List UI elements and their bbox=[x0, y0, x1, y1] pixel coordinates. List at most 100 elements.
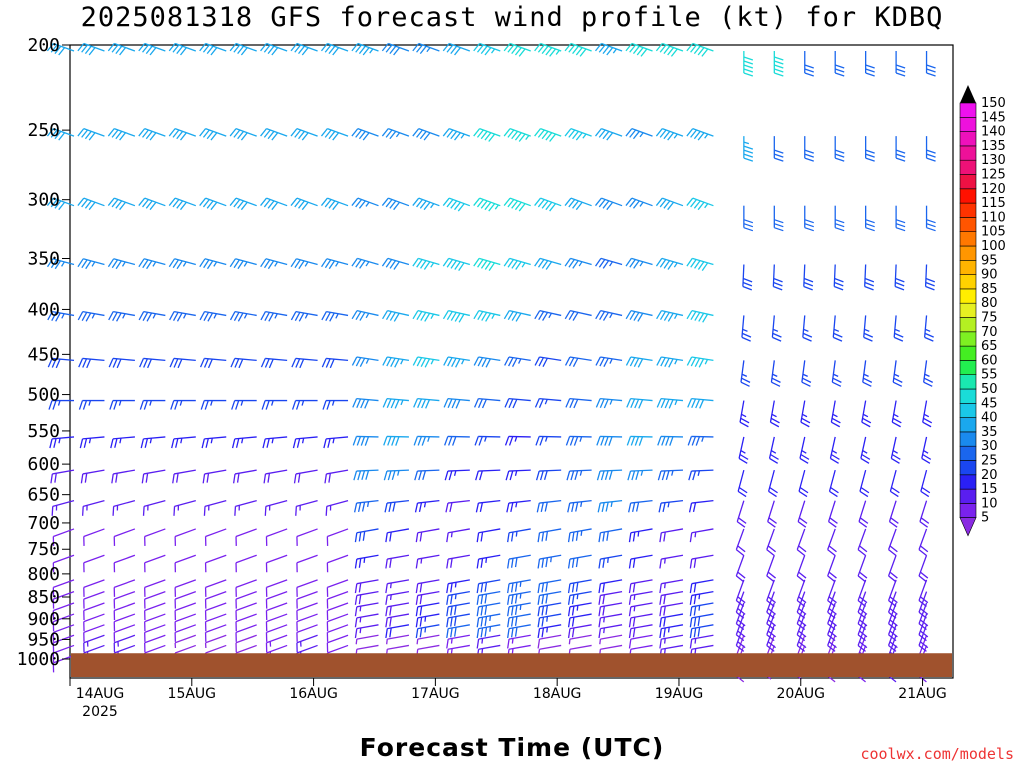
wind-barb bbox=[827, 528, 837, 557]
wind-barb bbox=[895, 205, 906, 232]
wind-barb bbox=[918, 602, 929, 631]
wind-barb bbox=[199, 310, 227, 322]
wind-barb bbox=[507, 554, 531, 569]
wind-barb bbox=[925, 136, 936, 162]
colorbar-swatch bbox=[959, 417, 977, 433]
colorbar-label: 35 bbox=[981, 425, 998, 440]
wind-barb bbox=[860, 436, 871, 464]
wind-barb bbox=[352, 397, 379, 409]
wind-barb bbox=[170, 399, 196, 410]
colorbar-swatch bbox=[959, 488, 977, 504]
wind-barb bbox=[168, 258, 196, 270]
wind-barb bbox=[169, 310, 196, 322]
wind-barb bbox=[564, 42, 592, 57]
wind-barb bbox=[446, 528, 470, 543]
wind-barb bbox=[507, 590, 531, 605]
colorbar-label: 50 bbox=[981, 382, 998, 397]
wind-barb bbox=[655, 42, 684, 57]
wind-barb bbox=[415, 554, 440, 569]
wind-barb bbox=[503, 42, 531, 57]
wind-barb bbox=[534, 127, 562, 142]
wind-barb bbox=[689, 624, 714, 639]
wind-barb bbox=[741, 315, 752, 342]
wind-barb bbox=[324, 469, 349, 484]
wind-barb bbox=[892, 360, 903, 387]
wind-barb bbox=[687, 397, 714, 409]
wind-barb bbox=[534, 257, 562, 270]
wind-barb bbox=[534, 42, 562, 57]
wind-barb bbox=[235, 602, 257, 621]
wind-barb bbox=[921, 436, 932, 464]
wind-barb bbox=[172, 469, 196, 484]
wind-barb bbox=[201, 436, 227, 449]
wind-barb bbox=[655, 257, 684, 270]
wind-barb bbox=[595, 310, 623, 321]
colorbar-swatch bbox=[959, 288, 977, 304]
wind-barb bbox=[265, 602, 288, 621]
wind-barb bbox=[599, 634, 623, 645]
wind-barb bbox=[628, 500, 653, 513]
colorbar-top-arrow bbox=[960, 85, 976, 103]
wind-barb bbox=[321, 357, 349, 369]
wind-barb bbox=[381, 257, 410, 270]
wind-barb bbox=[110, 436, 135, 449]
wind-barb bbox=[861, 400, 872, 428]
wind-barb bbox=[796, 602, 807, 631]
wind-barb bbox=[351, 42, 379, 56]
wind-barb bbox=[385, 579, 410, 594]
wind-barb bbox=[773, 51, 784, 77]
wind-barb bbox=[628, 624, 653, 639]
wind-barb bbox=[144, 613, 166, 632]
wind-barb bbox=[325, 500, 349, 516]
wind-barb bbox=[922, 400, 933, 428]
colorbar-label: 130 bbox=[981, 153, 1006, 168]
wind-barb bbox=[351, 127, 379, 141]
wind-barb bbox=[503, 197, 531, 212]
wind-barb bbox=[887, 591, 898, 619]
wind-barb bbox=[265, 613, 288, 632]
wind-barb bbox=[52, 644, 75, 663]
wind-barb bbox=[476, 613, 501, 628]
credit-link[interactable]: coolwx.com/models bbox=[860, 745, 1014, 763]
colorbar-swatch bbox=[959, 431, 977, 447]
wind-barb bbox=[766, 591, 776, 619]
wind-barb bbox=[625, 257, 653, 269]
wind-barb bbox=[290, 127, 318, 141]
wind-barb bbox=[827, 602, 837, 631]
wind-barb bbox=[735, 555, 746, 583]
wind-barb bbox=[686, 356, 714, 368]
wind-barb bbox=[769, 400, 780, 428]
wind-barb bbox=[321, 258, 349, 270]
wind-barb bbox=[144, 624, 166, 642]
wind-barb bbox=[507, 528, 531, 543]
wind-barb bbox=[174, 579, 197, 597]
wind-barb bbox=[865, 205, 875, 232]
wind-barb bbox=[77, 258, 105, 270]
wind-barb bbox=[83, 579, 105, 597]
colorbar-label: 20 bbox=[981, 468, 998, 483]
wind-barb bbox=[381, 127, 410, 140]
wind-barb bbox=[442, 197, 471, 212]
wind-barb bbox=[887, 602, 898, 631]
wind-barb bbox=[260, 127, 288, 141]
wind-barb bbox=[767, 500, 777, 528]
wind-barb bbox=[83, 624, 105, 642]
wind-barb bbox=[415, 624, 440, 639]
wind-barb bbox=[659, 613, 684, 628]
wind-barb bbox=[476, 528, 501, 543]
wind-barb bbox=[537, 554, 562, 569]
wind-barb bbox=[52, 579, 75, 597]
wind-barb bbox=[887, 555, 898, 583]
wind-barb bbox=[107, 42, 136, 56]
wind-barb bbox=[113, 602, 136, 621]
colorbar-label: 70 bbox=[981, 325, 998, 340]
wind-barb bbox=[802, 315, 813, 342]
wind-barb bbox=[564, 257, 592, 269]
wind-barb bbox=[113, 590, 136, 609]
wind-barb bbox=[412, 197, 440, 211]
wind-barb bbox=[735, 528, 746, 557]
wind-barb bbox=[442, 257, 471, 271]
colorbar-label: 110 bbox=[981, 210, 1006, 225]
y-tick-label: 400 bbox=[27, 299, 60, 320]
wind-barb bbox=[656, 310, 684, 322]
